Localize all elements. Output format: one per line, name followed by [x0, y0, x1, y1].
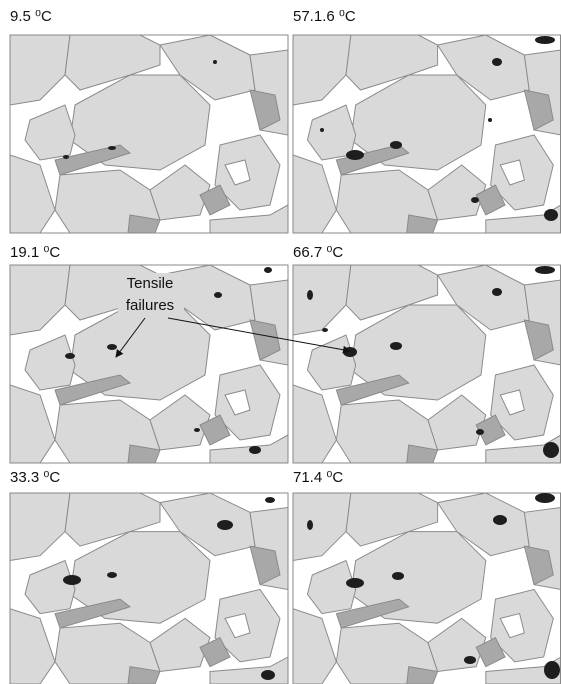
- panel: 71.4 ⁰C: [293, 469, 561, 684]
- panel: 66.7 ⁰C: [293, 244, 561, 463]
- panel-label: 71.4 ⁰C: [293, 469, 343, 486]
- panel-label: 9.5 ⁰C: [10, 8, 52, 25]
- panel-label: 33.3 ⁰C: [10, 469, 60, 486]
- panel-label: 66.7 ⁰C: [293, 244, 343, 261]
- annotation: failures: [126, 297, 174, 314]
- panel-label: 57.1.6 ⁰C: [293, 8, 356, 25]
- figure: 9.5 ⁰C 57.1.6 ⁰C 19.1 ⁰C 66.7 ⁰C 33.3 ⁰C…: [0, 0, 561, 684]
- panel: 33.3 ⁰C: [10, 469, 288, 684]
- annotation: Tensile: [127, 275, 174, 292]
- panel: 57.1.6 ⁰C: [293, 8, 561, 233]
- panel: 9.5 ⁰C: [10, 8, 288, 233]
- panel-label: 19.1 ⁰C: [10, 244, 60, 261]
